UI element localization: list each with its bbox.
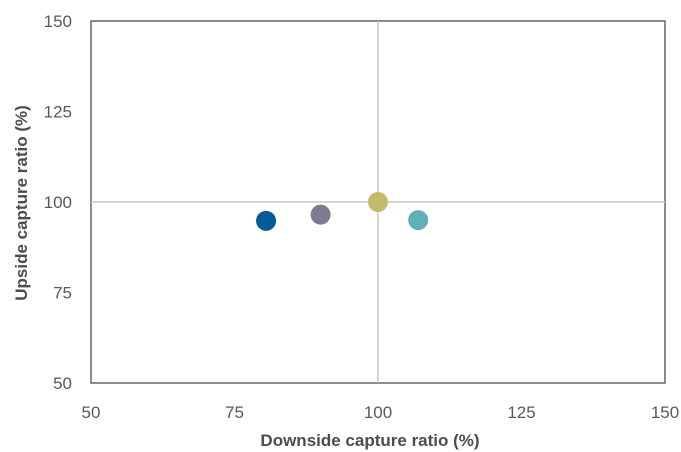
data-point-4 (408, 210, 429, 231)
x-tick-labels: 50 75 100 125 150 (82, 403, 680, 422)
x-tick-label: 50 (82, 403, 101, 422)
y-tick-label: 100 (44, 193, 72, 212)
x-tick-label: 100 (364, 403, 392, 422)
data-point-2 (310, 204, 331, 225)
data-point-1 (256, 210, 277, 231)
y-tick-label: 150 (44, 12, 72, 31)
y-tick-label: 75 (53, 284, 72, 303)
x-tick-label: 150 (651, 403, 679, 422)
data-points (256, 192, 429, 231)
y-tick-label: 50 (53, 374, 72, 393)
data-point-3 (368, 192, 388, 212)
x-tick-label: 75 (225, 403, 244, 422)
y-axis-title: Upside capture ratio (%) (12, 105, 31, 301)
y-tick-labels: 50 75 100 125 150 (44, 12, 72, 393)
y-tick-label: 125 (44, 103, 72, 122)
x-tick-label: 125 (507, 403, 535, 422)
x-axis-title: Downside capture ratio (%) (260, 431, 479, 450)
